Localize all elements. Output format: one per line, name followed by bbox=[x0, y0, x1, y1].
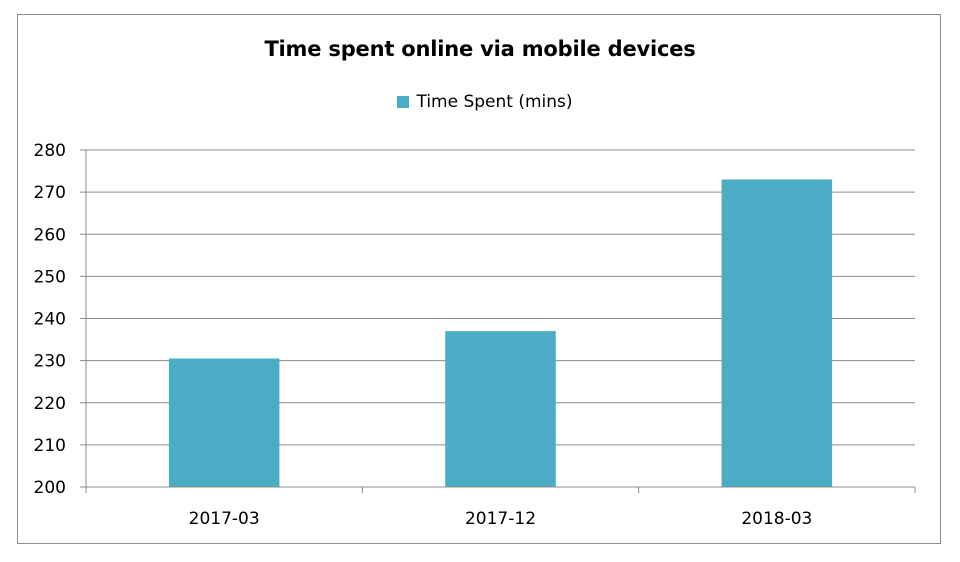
bar bbox=[445, 331, 556, 487]
legend-item: Time Spent (mins) bbox=[397, 92, 573, 112]
y-tick-label: 200 bbox=[34, 478, 66, 498]
y-tick-label: 230 bbox=[34, 352, 66, 372]
y-tick-label: 260 bbox=[34, 225, 66, 245]
y-tick-label: 280 bbox=[34, 141, 66, 161]
y-tick-label: 220 bbox=[34, 394, 66, 414]
y-tick-label: 240 bbox=[34, 310, 66, 330]
x-tick-label: 2017-03 bbox=[189, 509, 260, 529]
y-tick-label: 270 bbox=[34, 183, 66, 203]
axes bbox=[85, 150, 916, 493]
legend-label: Time Spent (mins) bbox=[416, 92, 573, 112]
x-tick-label: 2018-03 bbox=[741, 509, 812, 529]
y-tick-labels: 200 210 220 230 240 250 260 270 280 bbox=[34, 141, 66, 498]
bars bbox=[168, 179, 833, 488]
bar bbox=[721, 179, 833, 488]
x-tick-labels: 2017-03 2017-12 2018-03 bbox=[189, 509, 813, 529]
legend: Time Spent (mins) bbox=[0, 92, 960, 112]
bar bbox=[168, 358, 280, 487]
chart-title: Time spent online via mobile devices bbox=[264, 37, 696, 61]
y-tick-label: 210 bbox=[34, 436, 66, 456]
legend-swatch bbox=[397, 96, 410, 108]
y-tick-label: 250 bbox=[34, 267, 66, 287]
x-tick-label: 2017-12 bbox=[465, 509, 536, 529]
